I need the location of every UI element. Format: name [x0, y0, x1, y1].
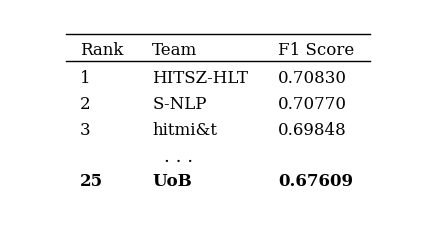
Text: 0.69848: 0.69848	[278, 121, 346, 138]
Text: UoB: UoB	[153, 173, 192, 190]
Text: Rank: Rank	[80, 42, 123, 59]
Text: hitmi&t: hitmi&t	[153, 121, 217, 138]
Text: HITSZ-HLT: HITSZ-HLT	[153, 70, 248, 86]
Text: Team: Team	[153, 42, 198, 59]
Text: 0.70830: 0.70830	[278, 70, 347, 86]
Text: 25: 25	[80, 173, 103, 190]
Text: 3: 3	[80, 121, 90, 138]
Text: 2: 2	[80, 95, 90, 112]
Text: . . .: . . .	[164, 147, 193, 165]
Text: F1 Score: F1 Score	[278, 42, 354, 59]
Text: 1: 1	[80, 70, 90, 86]
Text: 0.67609: 0.67609	[278, 173, 353, 190]
Text: 0.70770: 0.70770	[278, 95, 347, 112]
Text: S-NLP: S-NLP	[153, 95, 207, 112]
